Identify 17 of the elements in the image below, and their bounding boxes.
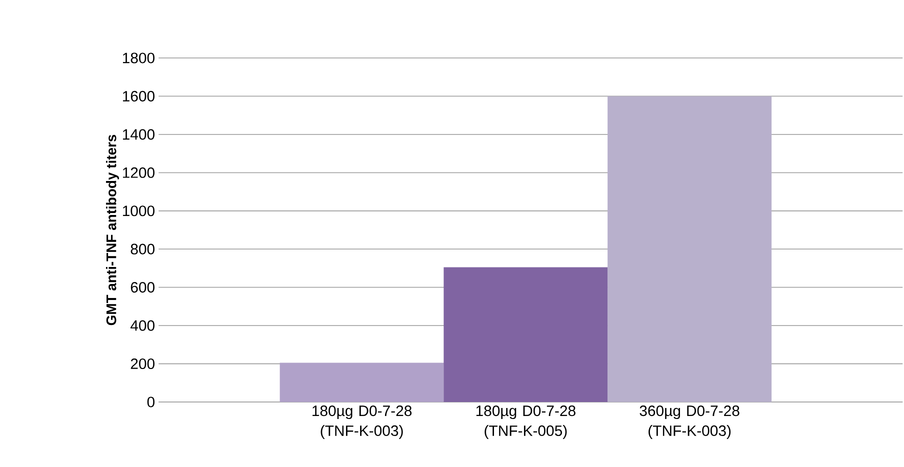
bar xyxy=(280,362,444,402)
y-tick-label: 1000 xyxy=(122,206,154,216)
y-tick-label: 1600 xyxy=(122,90,154,102)
x-tick-label: 180µg D0-7-28 (TNF-K-003) xyxy=(312,406,412,439)
y-tick-label: 1800 xyxy=(122,52,154,64)
x-tick-label: 360µg D0-7-28 (TNF-K-003) xyxy=(640,406,740,439)
y-tick-label: 400 xyxy=(130,320,154,331)
bar xyxy=(608,96,772,402)
bar xyxy=(444,267,608,402)
y-tick-label: 0 xyxy=(147,396,154,408)
y-tick-label: 1400 xyxy=(122,129,154,140)
y-tick-label: 800 xyxy=(130,244,154,254)
y-tick-label: 1200 xyxy=(122,167,154,178)
y-tick-label: 200 xyxy=(130,358,154,370)
y-axis-title: GMT anti-TNF antibody titers xyxy=(106,134,119,326)
x-tick-label: 180µg D0-7-28 (TNF-K-005) xyxy=(476,406,576,439)
y-tick-label: 600 xyxy=(130,282,154,293)
